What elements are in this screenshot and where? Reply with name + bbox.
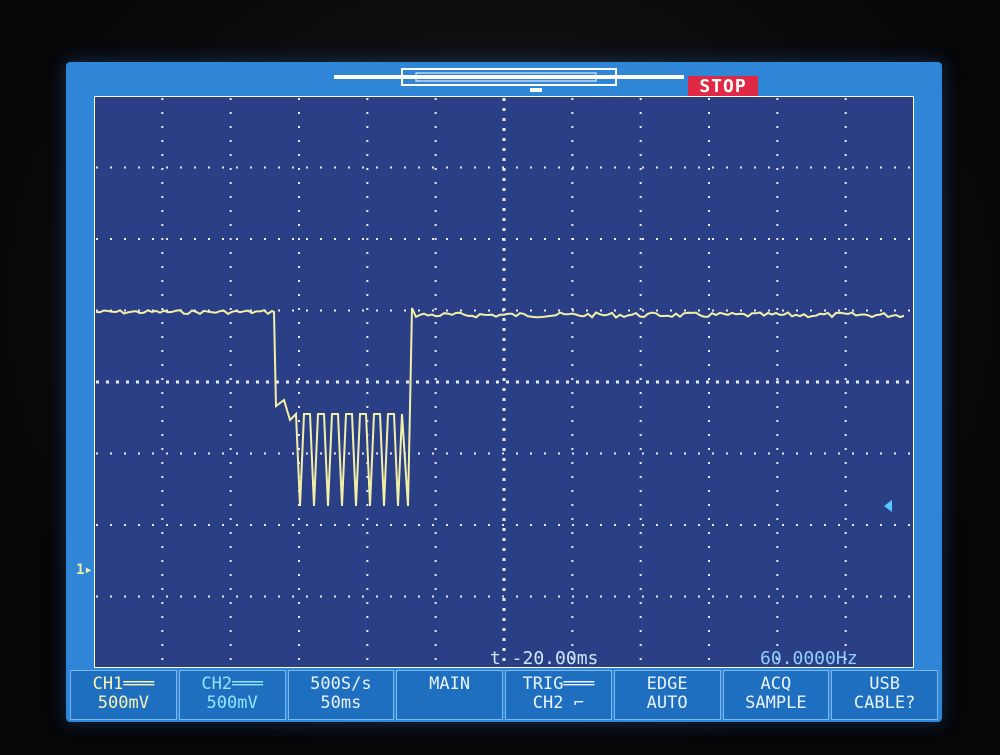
ch1-ground-marker: 1▸ [76,562,93,578]
softkey-edge-title: EDGE [646,675,688,694]
softkey-ch1-title: CH1═══ [92,675,155,694]
memory-window[interactable] [401,68,617,86]
softkey-timebase[interactable]: 500S/s 50ms [287,670,395,720]
waveform-trace [95,307,905,507]
oscilloscope-screen: STOP 1▸ t -20.00ms 60.0000Hz CH1═══ 500m… [66,62,942,722]
softkey-main[interactable]: MAIN [396,670,503,720]
graticule [94,96,914,668]
softkey-ch2-value: 500mV [206,694,258,713]
softkey-trig[interactable]: TRIG═══ CH2 ⌐ [505,670,612,720]
trigger-position-marker [530,88,542,92]
softkey-acq-title: ACQ [760,675,792,694]
softkey-ch2-title: CH2═══ [201,675,263,694]
softkey-main-title: MAIN [429,675,471,694]
softkey-timebase-scale: 50ms [320,694,362,713]
softkey-usb[interactable]: USB CABLE? [831,670,938,720]
softkey-ch1[interactable]: CH1═══ 500mV [70,670,177,720]
softkey-usb-title: USB [869,675,900,694]
top-status-bar [334,68,684,92]
softkey-bar: CH1═══ 500mV CH2═══ 500mV 500S/s 50ms MA… [70,670,938,720]
softkey-acq[interactable]: ACQ SAMPLE [722,670,830,720]
memory-window-inner [415,72,597,82]
waveform-display [94,96,914,668]
time-offset-readout: t -20.00ms [490,648,599,669]
graticule-dots [96,98,912,666]
softkey-timebase-rate: 500S/s [310,675,372,694]
trigger-level-marker [884,500,892,512]
memory-bar [334,75,684,79]
softkey-trig-source: CH2 ⌐ [532,694,584,713]
softkey-edge-mode: AUTO [646,694,688,713]
softkey-ch2[interactable]: CH2═══ 500mV [178,670,286,720]
softkey-ch1-value: 500mV [97,694,149,713]
stop-status-badge: STOP [688,76,758,98]
softkey-usb-status: CABLE? [853,694,916,713]
softkey-edge[interactable]: EDGE AUTO [613,670,721,720]
frequency-readout: 60.0000Hz [760,648,858,669]
softkey-acq-mode: SAMPLE [745,694,807,713]
softkey-trig-title: TRIG═══ [522,675,595,694]
